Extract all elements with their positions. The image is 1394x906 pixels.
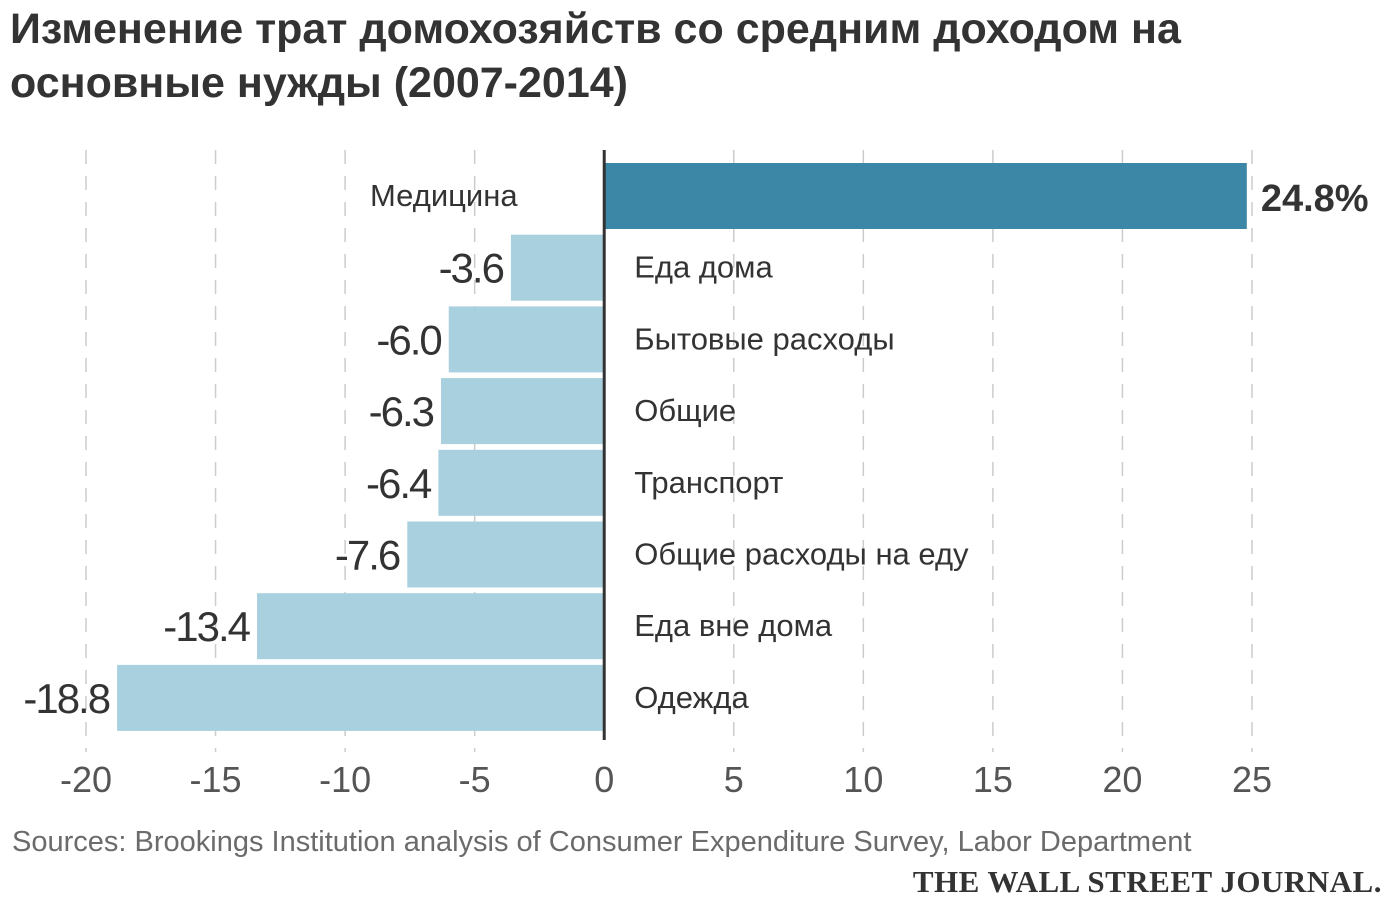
bar (448, 306, 605, 373)
x-tick-label: 20 (1102, 759, 1142, 800)
category-label: Еда вне дома (634, 608, 833, 643)
x-tick-label: -15 (190, 759, 242, 800)
category-label: Еда дома (634, 250, 773, 285)
chart-title: Изменение трат домохозяйств со средним д… (10, 5, 1181, 107)
source-note: Sources: Brookings Institution analysis … (12, 826, 1192, 858)
bar (407, 521, 605, 588)
bar (117, 664, 605, 731)
bar (440, 378, 605, 445)
bars (117, 163, 1247, 731)
category-label: Одежда (634, 680, 749, 715)
data-label: -6.0 (376, 316, 441, 363)
x-tick-label: 0 (594, 759, 614, 800)
x-tick-label: 10 (843, 759, 883, 800)
data-label: -7.6 (335, 532, 400, 579)
data-label: -6.4 (366, 460, 432, 507)
data-label: -3.6 (439, 245, 504, 292)
x-tick-label: -20 (60, 759, 112, 800)
x-tick-label: 25 (1232, 759, 1272, 800)
category-label: Общие (634, 393, 736, 428)
x-tick-label: 5 (724, 759, 744, 800)
category-label: Медицина (370, 178, 518, 213)
labels: 24.8% Медицина -3.6 Еда дома -6.0 Бытовые рас… (23, 178, 1368, 722)
gridlines (85, 150, 1253, 752)
bar (438, 449, 605, 516)
x-tick-label: -10 (319, 759, 371, 800)
x-tick-label: 15 (973, 759, 1013, 800)
category-label: Транспорт (634, 465, 783, 500)
data-label: -18.8 (23, 675, 109, 722)
category-label: Бытовые расходы (634, 321, 894, 356)
data-label: -13.4 (163, 603, 250, 650)
x-tick-label: -5 (459, 759, 491, 800)
x-axis-ticks: -20 -15 -10 -5 0 5 10 15 20 25 (60, 759, 1272, 800)
category-label: Общие расходы на еду (634, 537, 969, 572)
bar (604, 163, 1247, 229)
bar (510, 234, 605, 301)
data-label: 24.8% (1261, 178, 1369, 220)
bar (257, 593, 605, 660)
publisher-logo: THE WALL STREET JOURNAL. (912, 864, 1382, 899)
data-label: -6.3 (369, 388, 434, 435)
